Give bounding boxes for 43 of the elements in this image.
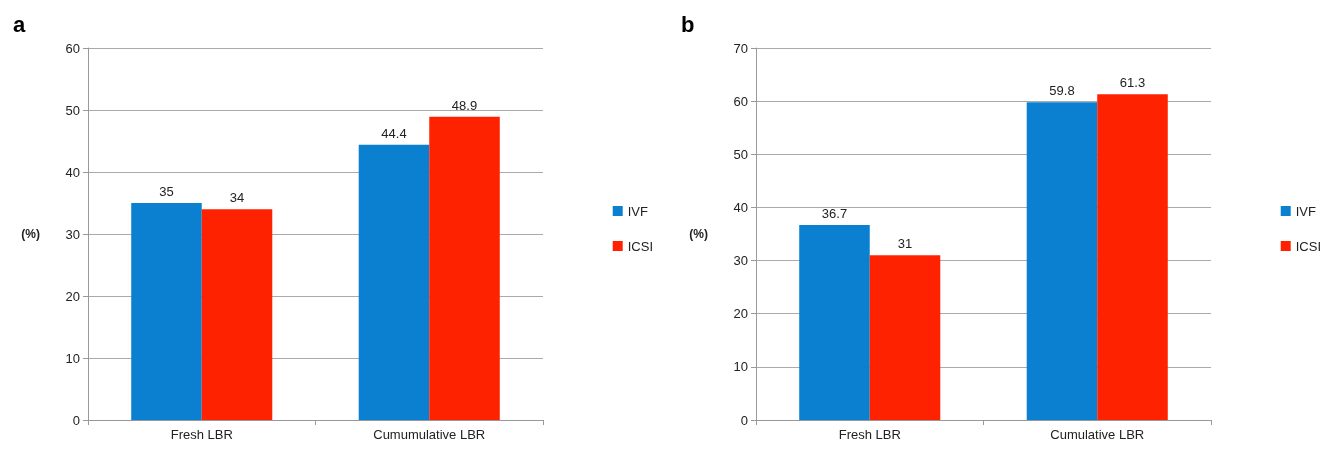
legend-label: IVF xyxy=(1295,203,1316,219)
legend-label: ICSI xyxy=(1295,238,1322,254)
data-label: 35 xyxy=(159,184,174,199)
bar xyxy=(429,116,500,420)
bar xyxy=(1026,102,1098,420)
data-label: 61.3 xyxy=(1119,75,1146,91)
bar xyxy=(358,144,430,420)
y-tick-label: 0 xyxy=(72,412,80,428)
y-tick-label: 60 xyxy=(733,93,748,109)
data-label: 36.7 xyxy=(821,205,848,221)
bar xyxy=(869,255,941,420)
x-tick-label: Fresh LBR xyxy=(170,427,233,442)
legend-label: ICSI xyxy=(627,238,654,254)
data-label: 59.8 xyxy=(1049,83,1075,99)
data-label: 34 xyxy=(229,190,245,206)
data-label: 31 xyxy=(897,236,913,252)
y-tick-label: 30 xyxy=(65,226,80,242)
legend-label: IVF xyxy=(627,203,648,219)
bar xyxy=(1097,94,1168,420)
y-tick-label: 40 xyxy=(733,199,748,215)
bar xyxy=(799,224,870,420)
y-tick-label: 10 xyxy=(733,359,748,375)
y-tick-label: 70 xyxy=(733,40,748,56)
data-label: 44.4 xyxy=(381,125,407,141)
y-tick-label: 60 xyxy=(65,40,80,56)
bar xyxy=(131,203,202,420)
data-label: 48.9 xyxy=(451,97,478,113)
chart-title: b xyxy=(681,11,695,37)
y-tick-label: 30 xyxy=(733,253,748,269)
chart-title: a xyxy=(13,11,26,37)
y-axis-title: (%) xyxy=(689,227,708,241)
y-axis-title: (%) xyxy=(21,227,40,241)
y-tick-label: 40 xyxy=(65,164,80,180)
y-tick-label: 50 xyxy=(733,146,748,162)
y-tick-label: 10 xyxy=(65,350,80,366)
x-tick-label: Cumumulative LBR xyxy=(373,427,486,442)
y-tick-label: 50 xyxy=(65,102,80,118)
y-tick-label: 20 xyxy=(733,306,748,322)
y-tick-label: 20 xyxy=(65,288,80,304)
x-tick-label: Fresh LBR xyxy=(838,427,901,442)
y-tick-label: 0 xyxy=(740,412,748,428)
bar xyxy=(201,209,273,420)
x-tick-label: Cumulative LBR xyxy=(1050,427,1145,442)
